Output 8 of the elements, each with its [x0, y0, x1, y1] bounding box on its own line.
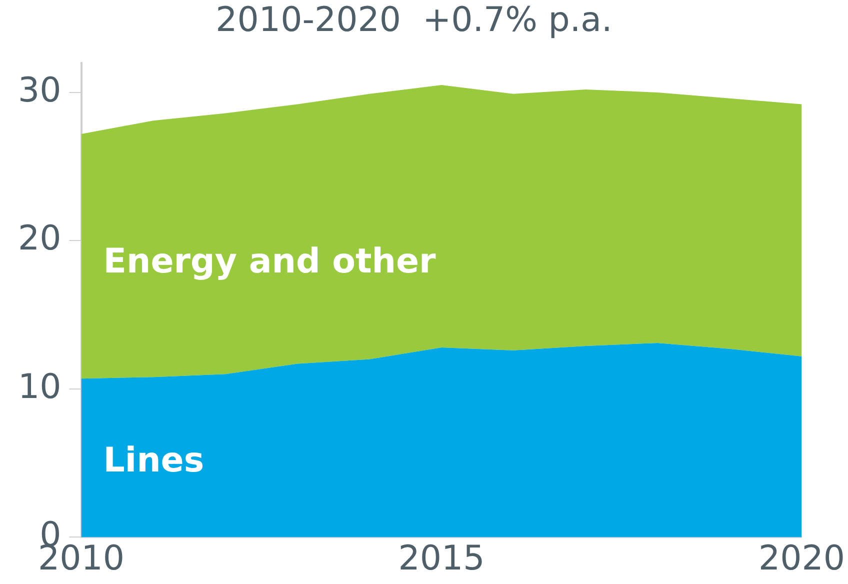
chart-title: 2010-2020 +0.7% p.a. [216, 0, 612, 40]
y-tick-label: 30 [18, 70, 62, 110]
series-label: Lines [103, 440, 204, 480]
x-tick-label: 2015 [398, 538, 485, 578]
y-tick-label: 10 [18, 366, 62, 407]
x-tick-label: 2020 [758, 538, 845, 578]
series-label: Energy and other [103, 241, 436, 282]
y-tick-label: 20 [18, 218, 62, 259]
